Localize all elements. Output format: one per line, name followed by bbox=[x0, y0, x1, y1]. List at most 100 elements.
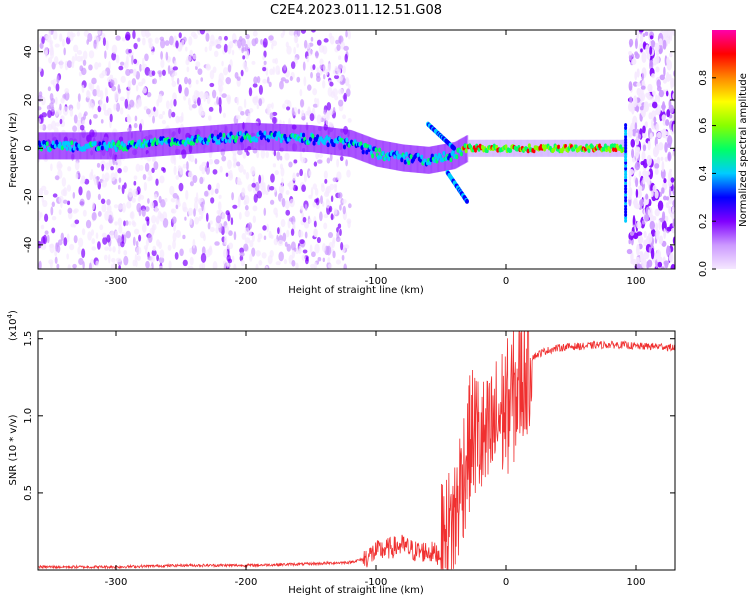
noise-cell bbox=[233, 263, 237, 269]
noise-cell bbox=[221, 212, 226, 220]
signal-cell bbox=[402, 154, 406, 160]
noise-cell bbox=[141, 78, 146, 85]
noise-cell bbox=[136, 246, 142, 255]
noise-cell bbox=[646, 261, 650, 269]
noise-cell bbox=[648, 102, 653, 108]
noise-cell bbox=[137, 196, 141, 202]
noise-cell bbox=[247, 112, 251, 119]
noise-cell bbox=[658, 38, 663, 46]
noise-cell bbox=[64, 91, 70, 101]
noise-cell bbox=[653, 116, 657, 124]
noise-cell bbox=[654, 208, 660, 217]
signal-cell bbox=[552, 147, 556, 152]
signal-halo bbox=[456, 140, 459, 168]
noise-cell bbox=[231, 255, 235, 263]
noise-cell bbox=[104, 172, 110, 182]
noise-cell bbox=[103, 109, 110, 116]
signal-halo bbox=[414, 145, 417, 173]
noise-cell bbox=[51, 227, 56, 234]
noise-cell bbox=[640, 85, 646, 90]
signal-halo bbox=[466, 135, 469, 163]
noise-cell bbox=[54, 249, 58, 257]
stripe-cell bbox=[624, 166, 628, 171]
noise-cell bbox=[179, 248, 184, 257]
noise-cell bbox=[645, 193, 649, 200]
noise-cell bbox=[59, 59, 64, 70]
noise-cell bbox=[282, 30, 286, 36]
noise-cell bbox=[123, 61, 129, 69]
noise-cell bbox=[197, 197, 204, 203]
noise-cell bbox=[249, 108, 254, 113]
signal-halo bbox=[48, 132, 51, 160]
signal-halo bbox=[239, 123, 242, 151]
noise-cell bbox=[62, 187, 68, 197]
noise-cell bbox=[288, 180, 294, 191]
noise-cell bbox=[638, 30, 644, 33]
noise-cell bbox=[231, 192, 234, 201]
noise-cell bbox=[265, 106, 270, 115]
noise-cell bbox=[76, 119, 82, 127]
noise-cell bbox=[126, 201, 132, 209]
noise-cell bbox=[273, 207, 278, 215]
noise-cell bbox=[160, 59, 165, 68]
noise-cell bbox=[72, 44, 79, 53]
noise-cell bbox=[286, 229, 290, 238]
noise-cell bbox=[217, 201, 222, 211]
noise-cell bbox=[278, 184, 285, 194]
noise-cell bbox=[650, 190, 654, 197]
noise-cell bbox=[644, 31, 649, 36]
noise-cell bbox=[146, 108, 151, 115]
noise-cell bbox=[290, 228, 295, 236]
signal-cell bbox=[100, 145, 104, 151]
noise-cell bbox=[301, 254, 306, 261]
signal-halo bbox=[405, 144, 408, 172]
noise-cell bbox=[327, 231, 334, 239]
noise-cell bbox=[667, 135, 673, 147]
noise-cell bbox=[199, 91, 204, 100]
noise-cell bbox=[300, 99, 305, 108]
noise-cell bbox=[199, 30, 206, 35]
noise-cell bbox=[96, 89, 102, 98]
noise-cell bbox=[90, 229, 95, 236]
noise-cell bbox=[169, 185, 175, 196]
noise-cell bbox=[40, 224, 45, 230]
noise-cell bbox=[329, 81, 334, 87]
signal-halo bbox=[372, 138, 375, 166]
noise-cell bbox=[647, 232, 653, 244]
noise-cell bbox=[123, 165, 129, 173]
noise-cell bbox=[252, 96, 257, 104]
noise-cell bbox=[133, 180, 137, 186]
stripe-cell bbox=[624, 134, 628, 139]
noise-cell bbox=[105, 40, 109, 51]
noise-cell bbox=[316, 67, 320, 73]
noise-cell bbox=[244, 210, 250, 218]
noise-cell bbox=[159, 175, 165, 184]
noise-cell bbox=[159, 36, 165, 41]
noise-cell bbox=[216, 182, 220, 191]
noise-cell bbox=[272, 66, 276, 76]
signal-halo bbox=[338, 128, 341, 156]
signal-cell bbox=[361, 149, 365, 155]
noise-cell bbox=[198, 207, 202, 216]
noise-cell bbox=[664, 156, 669, 162]
noise-cell bbox=[64, 88, 70, 94]
signal-cell bbox=[311, 133, 315, 139]
noise-cell bbox=[67, 166, 72, 172]
noise-cell bbox=[159, 249, 165, 259]
noise-cell bbox=[262, 55, 265, 61]
noise-cell bbox=[51, 215, 57, 221]
noise-cell bbox=[102, 236, 108, 245]
stripe-cell bbox=[624, 152, 628, 157]
noise-cell bbox=[655, 66, 660, 73]
noise-cell bbox=[669, 30, 673, 42]
noise-cell bbox=[305, 256, 309, 262]
noise-cell bbox=[654, 163, 660, 169]
snr-scale-prefix: (x10 bbox=[8, 318, 19, 341]
noise-cell bbox=[127, 188, 133, 198]
noise-cell bbox=[301, 116, 306, 121]
noise-cell bbox=[289, 75, 293, 81]
signal-halo bbox=[458, 139, 461, 167]
noise-cell bbox=[642, 170, 647, 177]
noise-cell bbox=[631, 148, 635, 159]
